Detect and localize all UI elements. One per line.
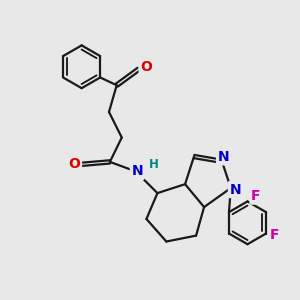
Text: N: N [230, 182, 241, 197]
Text: H: H [149, 158, 159, 171]
Text: F: F [270, 228, 280, 242]
Text: N: N [131, 164, 143, 178]
Text: N: N [218, 150, 229, 164]
Text: F: F [251, 189, 261, 203]
Text: O: O [69, 157, 80, 171]
Text: O: O [140, 60, 152, 74]
